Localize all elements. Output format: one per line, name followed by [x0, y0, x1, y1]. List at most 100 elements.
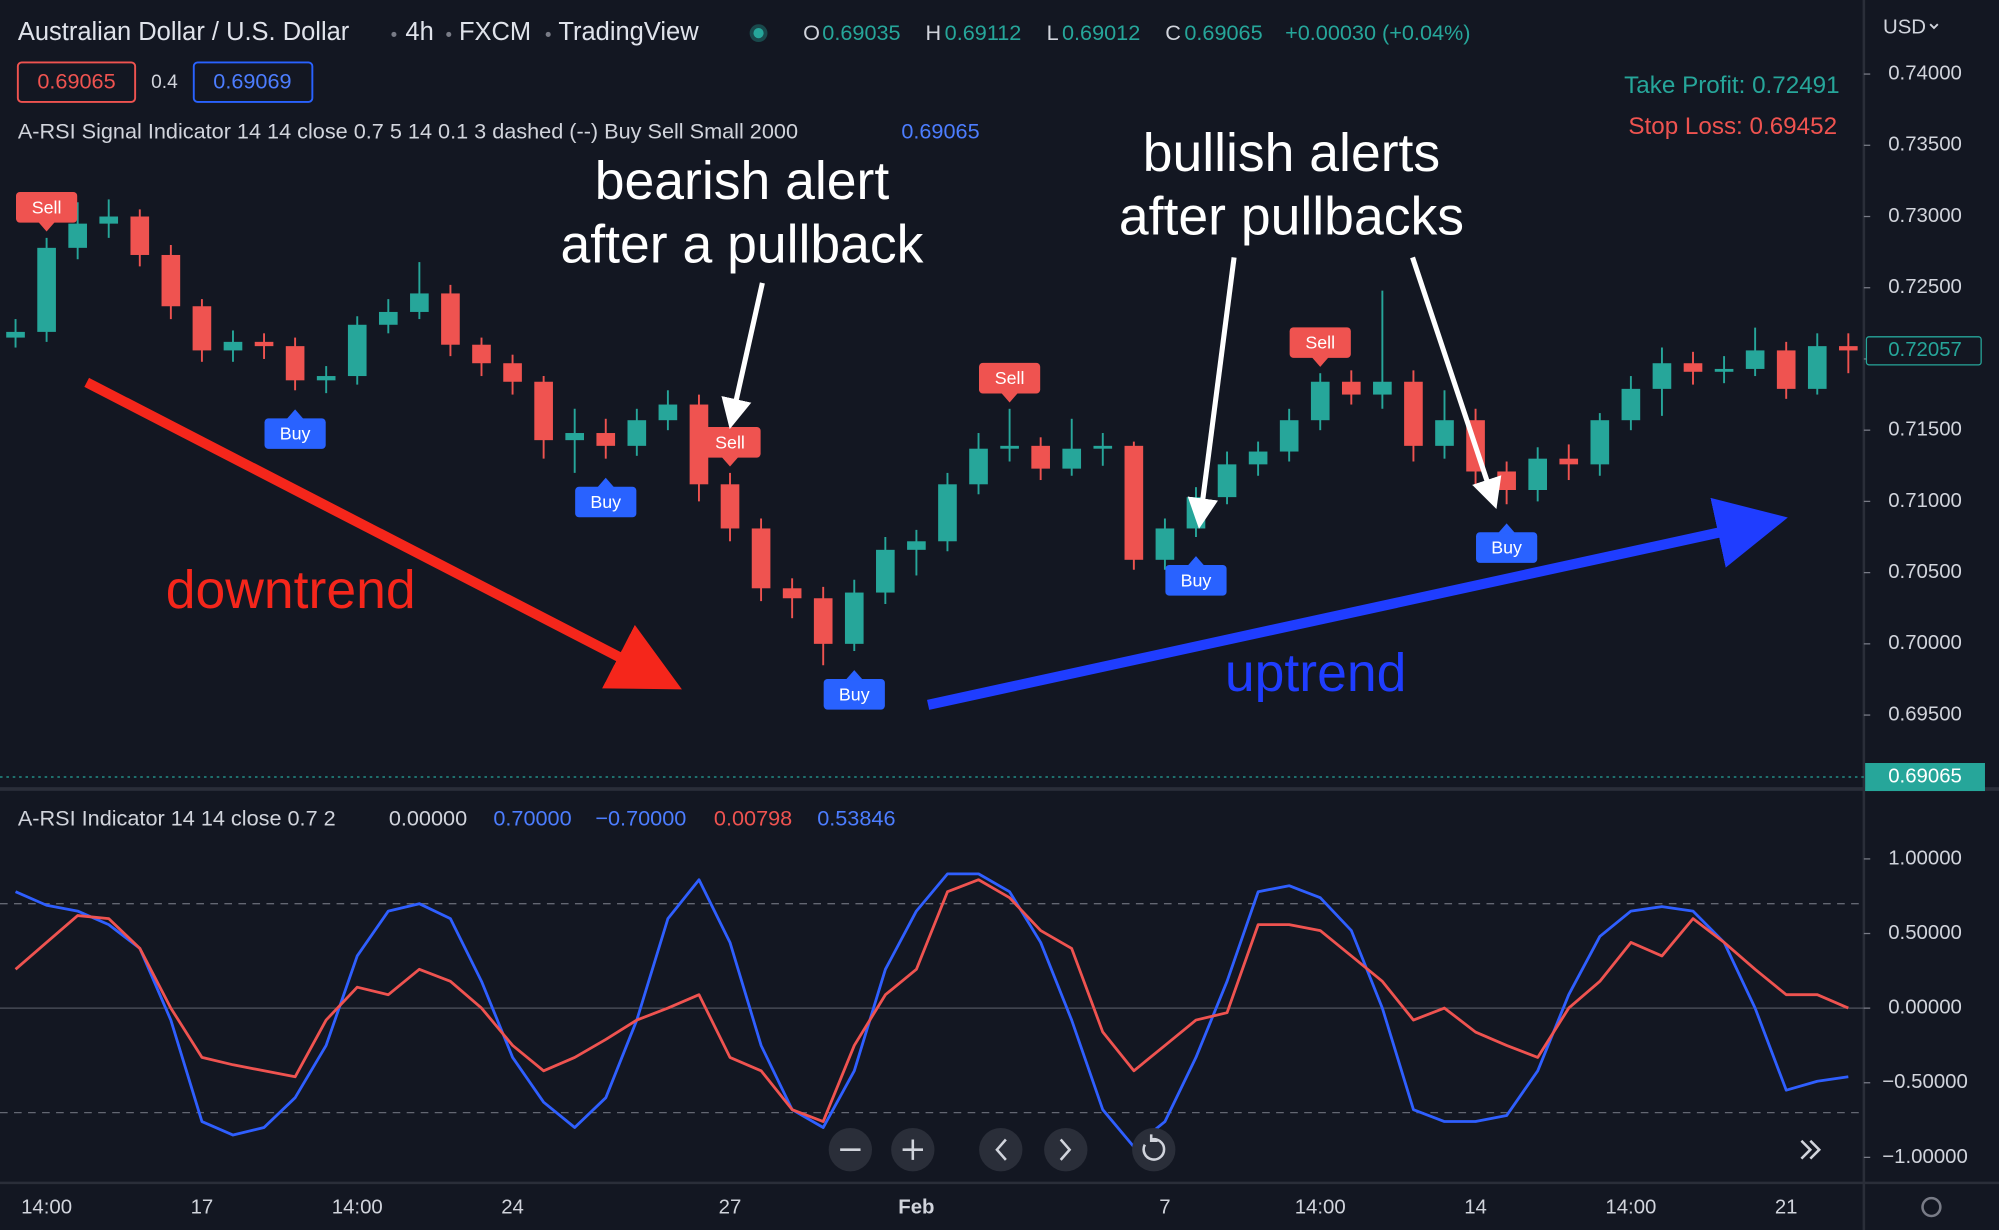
candle-body — [1404, 381, 1423, 446]
candle-body — [1093, 445, 1113, 449]
signal-label: Buy — [1491, 538, 1522, 558]
ohlc-key: H — [926, 20, 942, 45]
y-tick-label: 0.73000 — [1888, 205, 1962, 227]
interval: 4h — [405, 18, 433, 46]
sell-price[interactable]: 0.69065 — [37, 69, 115, 94]
last-price-label: 0.72057 — [1888, 339, 1962, 361]
candle-body — [6, 331, 25, 338]
signal-label: Buy — [590, 492, 621, 512]
scroll-left[interactable] — [979, 1128, 1023, 1172]
candle-body — [1683, 363, 1703, 372]
y-tick-label: 0.50000 — [1888, 922, 1962, 944]
candle-body — [627, 420, 647, 446]
uptrend-arrow — [927, 497, 1788, 710]
oscillator-legend: A-RSI Indicator 14 14 close 0.7 2 — [18, 805, 336, 830]
y-tick-label: 0.70000 — [1888, 632, 1962, 654]
y-tick-label: −1.00000 — [1882, 1146, 1968, 1168]
signal-pointer — [721, 456, 739, 467]
callout-arrow — [721, 282, 765, 430]
signal-label: Sell — [995, 368, 1025, 388]
candle-body — [1031, 445, 1050, 469]
status-dot — [753, 28, 764, 39]
candle-body — [720, 484, 740, 529]
y-tick-label: 0.72500 — [1888, 276, 1962, 298]
candle-body — [1248, 451, 1268, 465]
signal-label: Sell — [1305, 333, 1335, 353]
candle-body — [347, 324, 367, 377]
candle-body — [472, 344, 491, 364]
x-tick-label: Feb — [898, 1197, 934, 1219]
buy-price[interactable]: 0.69069 — [213, 69, 291, 94]
candle-body — [844, 592, 864, 644]
candle-body — [130, 216, 150, 255]
currency[interactable]: USD — [1883, 16, 1926, 38]
signal-label: Sell — [715, 432, 745, 452]
candle-body — [1652, 363, 1672, 389]
settings[interactable] — [1921, 1196, 1942, 1218]
signal-pointer — [1187, 556, 1205, 567]
y-tick-label: 0.70500 — [1888, 561, 1962, 583]
signal-badge — [699, 427, 761, 458]
candle-body — [689, 404, 709, 485]
oscillator-value: 0.00000 — [389, 805, 467, 830]
ohlc-value: 0.69112 — [945, 20, 1022, 45]
signal-pointer — [37, 221, 56, 232]
candle-body — [907, 541, 926, 550]
icon — [902, 1139, 924, 1160]
stop-loss: Stop Loss: 0.69452 — [1628, 113, 1837, 140]
y-tick-label: 0.73500 — [1888, 134, 1962, 156]
signal-badge — [1289, 327, 1351, 358]
take-profit: Take Profit: 0.72491 — [1624, 72, 1839, 99]
signal-badge — [264, 418, 326, 449]
candle-body — [1621, 388, 1641, 421]
downtrend-arrow — [84, 377, 682, 690]
x-tick-label: 24 — [501, 1197, 524, 1219]
x-tick-label: 14:00 — [1295, 1197, 1346, 1219]
indicator-legend: A-RSI Signal Indicator 14 14 close 0.7 5… — [18, 118, 798, 143]
plot: 0.740000.735000.730000.725000.720000.715… — [0, 62, 1985, 1219]
candle-body — [1559, 458, 1579, 465]
separator-dot — [446, 31, 452, 37]
x-tick-label: 14 — [1464, 1197, 1487, 1219]
y-tick-label: 0.69500 — [1888, 703, 1962, 725]
nav-controls — [828, 1128, 1942, 1218]
candle-body — [565, 433, 585, 441]
y-tick-label: −0.50000 — [1882, 1071, 1968, 1093]
y-tick-label: 0.71000 — [1888, 490, 1962, 512]
current-price-box — [1865, 763, 1985, 792]
icon — [995, 1138, 1007, 1161]
x-tick-label: 14:00 — [332, 1197, 383, 1219]
oscillator-value: 0.00798 — [714, 805, 792, 830]
annotation: after pullbacks — [1119, 188, 1464, 247]
sell-button[interactable] — [16, 61, 137, 103]
spread: 0.4 — [151, 72, 178, 93]
candle-body — [223, 341, 243, 351]
separator-dot — [391, 31, 397, 37]
signal-badge — [1165, 565, 1227, 596]
reset[interactable] — [1132, 1128, 1176, 1172]
candle-body — [1807, 346, 1827, 389]
signal-label: Buy — [280, 424, 311, 444]
signal-pointer — [1000, 392, 1019, 403]
signal-pointer — [845, 670, 864, 681]
candle-body — [1528, 458, 1548, 491]
candle-body — [938, 484, 957, 542]
candle-body — [1279, 420, 1299, 452]
scroll-to-end[interactable] — [1800, 1139, 1822, 1160]
icon — [1142, 1134, 1166, 1161]
candle-body — [782, 588, 802, 599]
oscillator-value: −0.70000 — [595, 805, 686, 830]
annotation: after a pullback — [560, 216, 923, 275]
candle-body — [751, 528, 771, 589]
candle-body — [254, 341, 274, 347]
signal-label: Buy — [1181, 570, 1212, 590]
x-tick-label: 21 — [1775, 1197, 1798, 1219]
candle-body — [813, 598, 833, 644]
last-price-box — [1865, 336, 1982, 366]
oscillator-line — [14, 878, 1849, 1123]
scroll-right[interactable] — [1044, 1128, 1088, 1172]
candle-body — [99, 216, 119, 224]
buy-button[interactable] — [192, 61, 314, 103]
oscillator-line — [14, 872, 1849, 1149]
